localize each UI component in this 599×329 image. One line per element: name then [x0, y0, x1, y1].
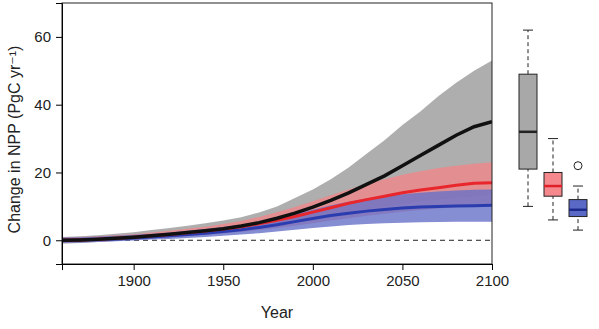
y-tick: 40 [34, 96, 62, 113]
y-axis-title: Change in NPP (PgC yr⁻¹) [6, 46, 23, 234]
x-tick: 1950 [207, 264, 240, 289]
x-tick-mark [223, 264, 224, 270]
lower-whisker [553, 196, 554, 220]
outlier [574, 162, 582, 170]
upper-whisker [578, 186, 579, 200]
whisker-cap [548, 138, 558, 139]
chart: 1900 1950 2000 2050 2100 0 20 40 60 Year Change in… [0, 0, 599, 329]
plot-frame [62, 3, 492, 264]
box [544, 172, 562, 196]
y-tick-label: 60 [34, 28, 51, 45]
box-median [519, 131, 537, 134]
x-tick-label: 2050 [386, 272, 419, 289]
median-line [62, 205, 492, 240]
x-tick-mark [313, 264, 314, 270]
median-line [62, 122, 492, 241]
x-tick: 2000 [297, 264, 330, 289]
y-tick-mark [56, 240, 62, 241]
x-tick: 1900 [117, 264, 150, 289]
box-plot [569, 162, 587, 230]
box [519, 74, 537, 169]
x-tick-mark [134, 264, 135, 270]
upper-whisker [553, 139, 554, 173]
box [569, 200, 587, 217]
box-median [569, 209, 587, 212]
x-tick-label: 1950 [207, 272, 240, 289]
y-tick: 20 [34, 164, 62, 181]
y-tick-mark [56, 37, 62, 38]
y-tick-label: 20 [34, 164, 51, 181]
whisker-cap [523, 30, 533, 31]
x-tick-label: 2000 [297, 272, 330, 289]
plot-area [62, 61, 492, 244]
whisker-cap [548, 219, 558, 220]
whisker-cap [573, 186, 583, 187]
box-plot [519, 30, 537, 206]
box-plots [519, 30, 587, 230]
x-tick-label: 1900 [117, 272, 150, 289]
y-axis-line [56, 4, 63, 265]
whisker-cap [523, 206, 533, 207]
y-tick-label: 0 [43, 232, 51, 249]
whisker-cap [573, 230, 583, 231]
x-tick: 2100 [476, 264, 509, 289]
box-median [544, 185, 562, 188]
range-band [62, 189, 492, 243]
range-band [62, 162, 492, 243]
box-plot [544, 139, 562, 220]
x-tick-mark [492, 264, 493, 270]
x-tick-label: 2100 [476, 272, 509, 289]
x-axis: 1900 1950 2000 2050 2100 [63, 264, 510, 289]
y-tick-mark [56, 105, 62, 106]
lower-whisker [528, 169, 529, 206]
upper-whisker [528, 30, 529, 74]
x-tick-mark [402, 264, 403, 270]
median-line [62, 183, 492, 241]
x-tick: 2050 [386, 264, 419, 289]
y-tick: 0 [43, 232, 62, 249]
y-tick-mark [56, 172, 62, 173]
x-axis-title: Year [261, 304, 294, 321]
y-tick: 60 [34, 28, 62, 45]
y-tick-label: 40 [34, 96, 51, 113]
y-axis: 0 20 40 60 [34, 4, 62, 265]
range-band [62, 61, 492, 244]
lower-whisker [578, 217, 579, 231]
x-axis-line [63, 265, 493, 271]
